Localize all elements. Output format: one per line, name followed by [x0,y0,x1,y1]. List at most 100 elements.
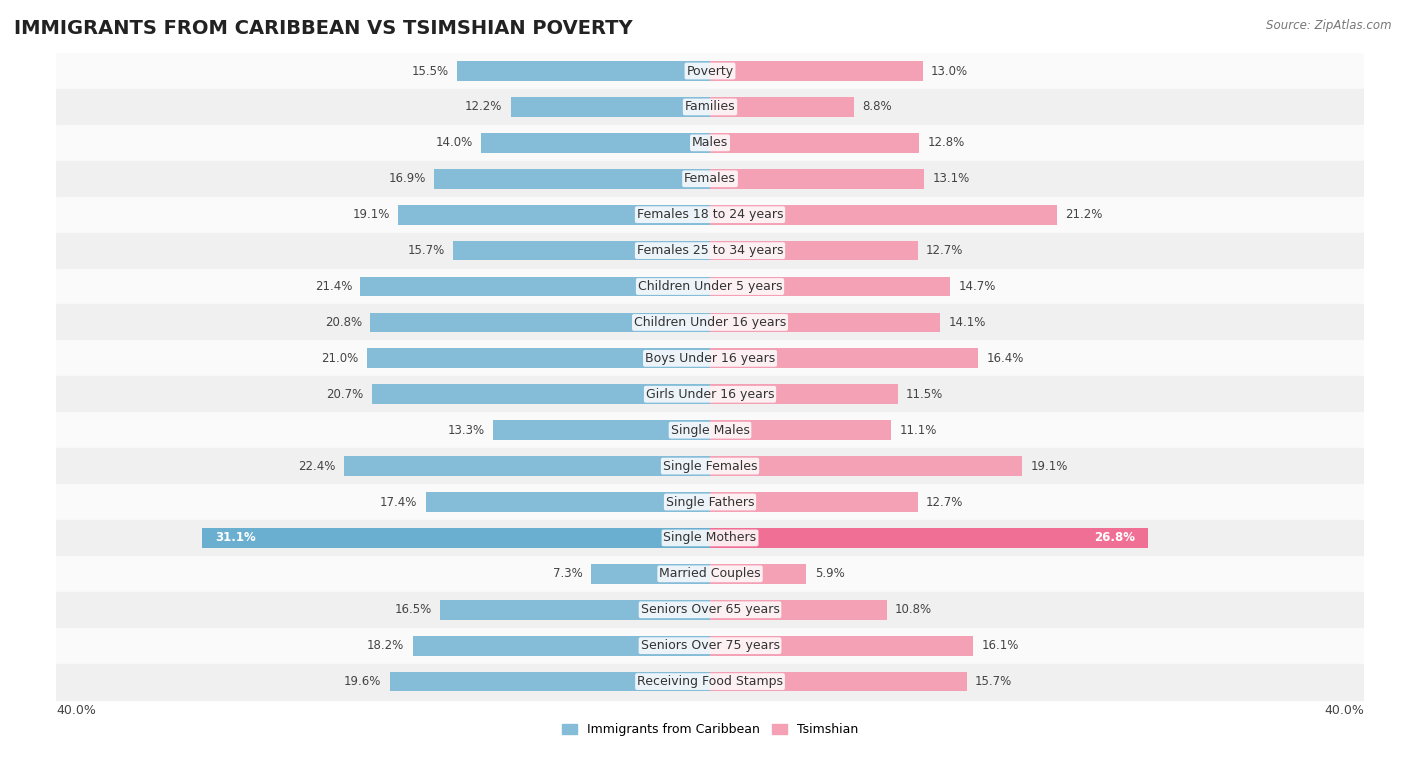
Text: 11.1%: 11.1% [900,424,936,437]
Text: 22.4%: 22.4% [298,459,336,472]
Bar [56,233,1364,268]
Text: 18.2%: 18.2% [367,639,405,652]
Text: Married Couples: Married Couples [659,567,761,581]
Bar [56,448,1364,484]
Bar [426,492,710,512]
Text: 21.2%: 21.2% [1064,208,1102,221]
Text: 8.8%: 8.8% [862,100,891,114]
Text: Girls Under 16 years: Girls Under 16 years [645,388,775,401]
Bar [56,376,1364,412]
Text: 10.8%: 10.8% [894,603,932,616]
Bar [56,89,1364,125]
Bar [492,420,710,440]
Text: Boys Under 16 years: Boys Under 16 years [645,352,775,365]
Bar [360,277,710,296]
Text: IMMIGRANTS FROM CARIBBEAN VS TSIMSHIAN POVERTY: IMMIGRANTS FROM CARIBBEAN VS TSIMSHIAN P… [14,19,633,38]
Bar [56,161,1364,197]
Text: Single Fathers: Single Fathers [666,496,754,509]
Text: 40.0%: 40.0% [56,704,96,717]
Text: Males: Males [692,136,728,149]
Text: Single Mothers: Single Mothers [664,531,756,544]
Bar [56,484,1364,520]
Text: 26.8%: 26.8% [1094,531,1135,544]
Bar [453,241,710,261]
Bar [710,97,853,117]
Text: 17.4%: 17.4% [380,496,418,509]
Bar [710,564,807,584]
Bar [367,349,710,368]
Text: Single Males: Single Males [671,424,749,437]
Text: Children Under 5 years: Children Under 5 years [638,280,782,293]
Bar [710,600,887,619]
Bar [710,456,1022,476]
Text: 16.1%: 16.1% [981,639,1019,652]
Bar [710,636,973,656]
Bar [56,268,1364,305]
Bar [389,672,710,691]
Bar [56,520,1364,556]
Text: 14.7%: 14.7% [959,280,995,293]
Text: 14.1%: 14.1% [949,316,986,329]
Text: 15.7%: 15.7% [974,675,1012,688]
Text: Children Under 16 years: Children Under 16 years [634,316,786,329]
Bar [710,241,918,261]
Text: Seniors Over 65 years: Seniors Over 65 years [641,603,779,616]
Bar [710,528,1149,548]
Text: Receiving Food Stamps: Receiving Food Stamps [637,675,783,688]
Text: 13.3%: 13.3% [447,424,485,437]
Bar [710,349,979,368]
Bar [710,133,920,152]
Text: 5.9%: 5.9% [814,567,845,581]
Bar [434,169,710,189]
Bar [371,384,710,404]
Text: Seniors Over 75 years: Seniors Over 75 years [641,639,779,652]
Bar [481,133,710,152]
Bar [56,125,1364,161]
Bar [56,53,1364,89]
Bar [56,628,1364,664]
Text: Families: Families [685,100,735,114]
Bar [344,456,710,476]
Bar [710,384,898,404]
Text: 15.5%: 15.5% [412,64,449,77]
Bar [710,205,1056,224]
Bar [370,312,710,332]
Text: 20.8%: 20.8% [325,316,361,329]
Text: 15.7%: 15.7% [408,244,446,257]
Bar [710,169,924,189]
Bar [440,600,710,619]
Text: 16.9%: 16.9% [388,172,426,185]
Text: 11.5%: 11.5% [905,388,943,401]
Text: Poverty: Poverty [686,64,734,77]
Text: Source: ZipAtlas.com: Source: ZipAtlas.com [1267,19,1392,32]
Bar [56,340,1364,376]
Bar [412,636,710,656]
Bar [398,205,710,224]
Bar [56,592,1364,628]
Bar [710,312,941,332]
Text: 14.0%: 14.0% [436,136,472,149]
Bar [457,61,710,81]
Text: 12.2%: 12.2% [465,100,502,114]
Bar [201,528,710,548]
Bar [710,61,922,81]
Bar [710,672,967,691]
Text: Females 25 to 34 years: Females 25 to 34 years [637,244,783,257]
Text: 20.7%: 20.7% [326,388,364,401]
Text: 12.7%: 12.7% [925,244,963,257]
Bar [591,564,710,584]
Text: 31.1%: 31.1% [215,531,256,544]
Text: 13.0%: 13.0% [931,64,967,77]
Text: 13.1%: 13.1% [932,172,970,185]
Text: 19.6%: 19.6% [344,675,381,688]
Text: 16.5%: 16.5% [395,603,432,616]
Text: 12.7%: 12.7% [925,496,963,509]
Text: 19.1%: 19.1% [1031,459,1067,472]
Text: 19.1%: 19.1% [353,208,389,221]
Bar [56,412,1364,448]
Bar [56,197,1364,233]
Text: 21.0%: 21.0% [322,352,359,365]
Legend: Immigrants from Caribbean, Tsimshian: Immigrants from Caribbean, Tsimshian [557,718,863,741]
Text: 21.4%: 21.4% [315,280,352,293]
Bar [710,420,891,440]
